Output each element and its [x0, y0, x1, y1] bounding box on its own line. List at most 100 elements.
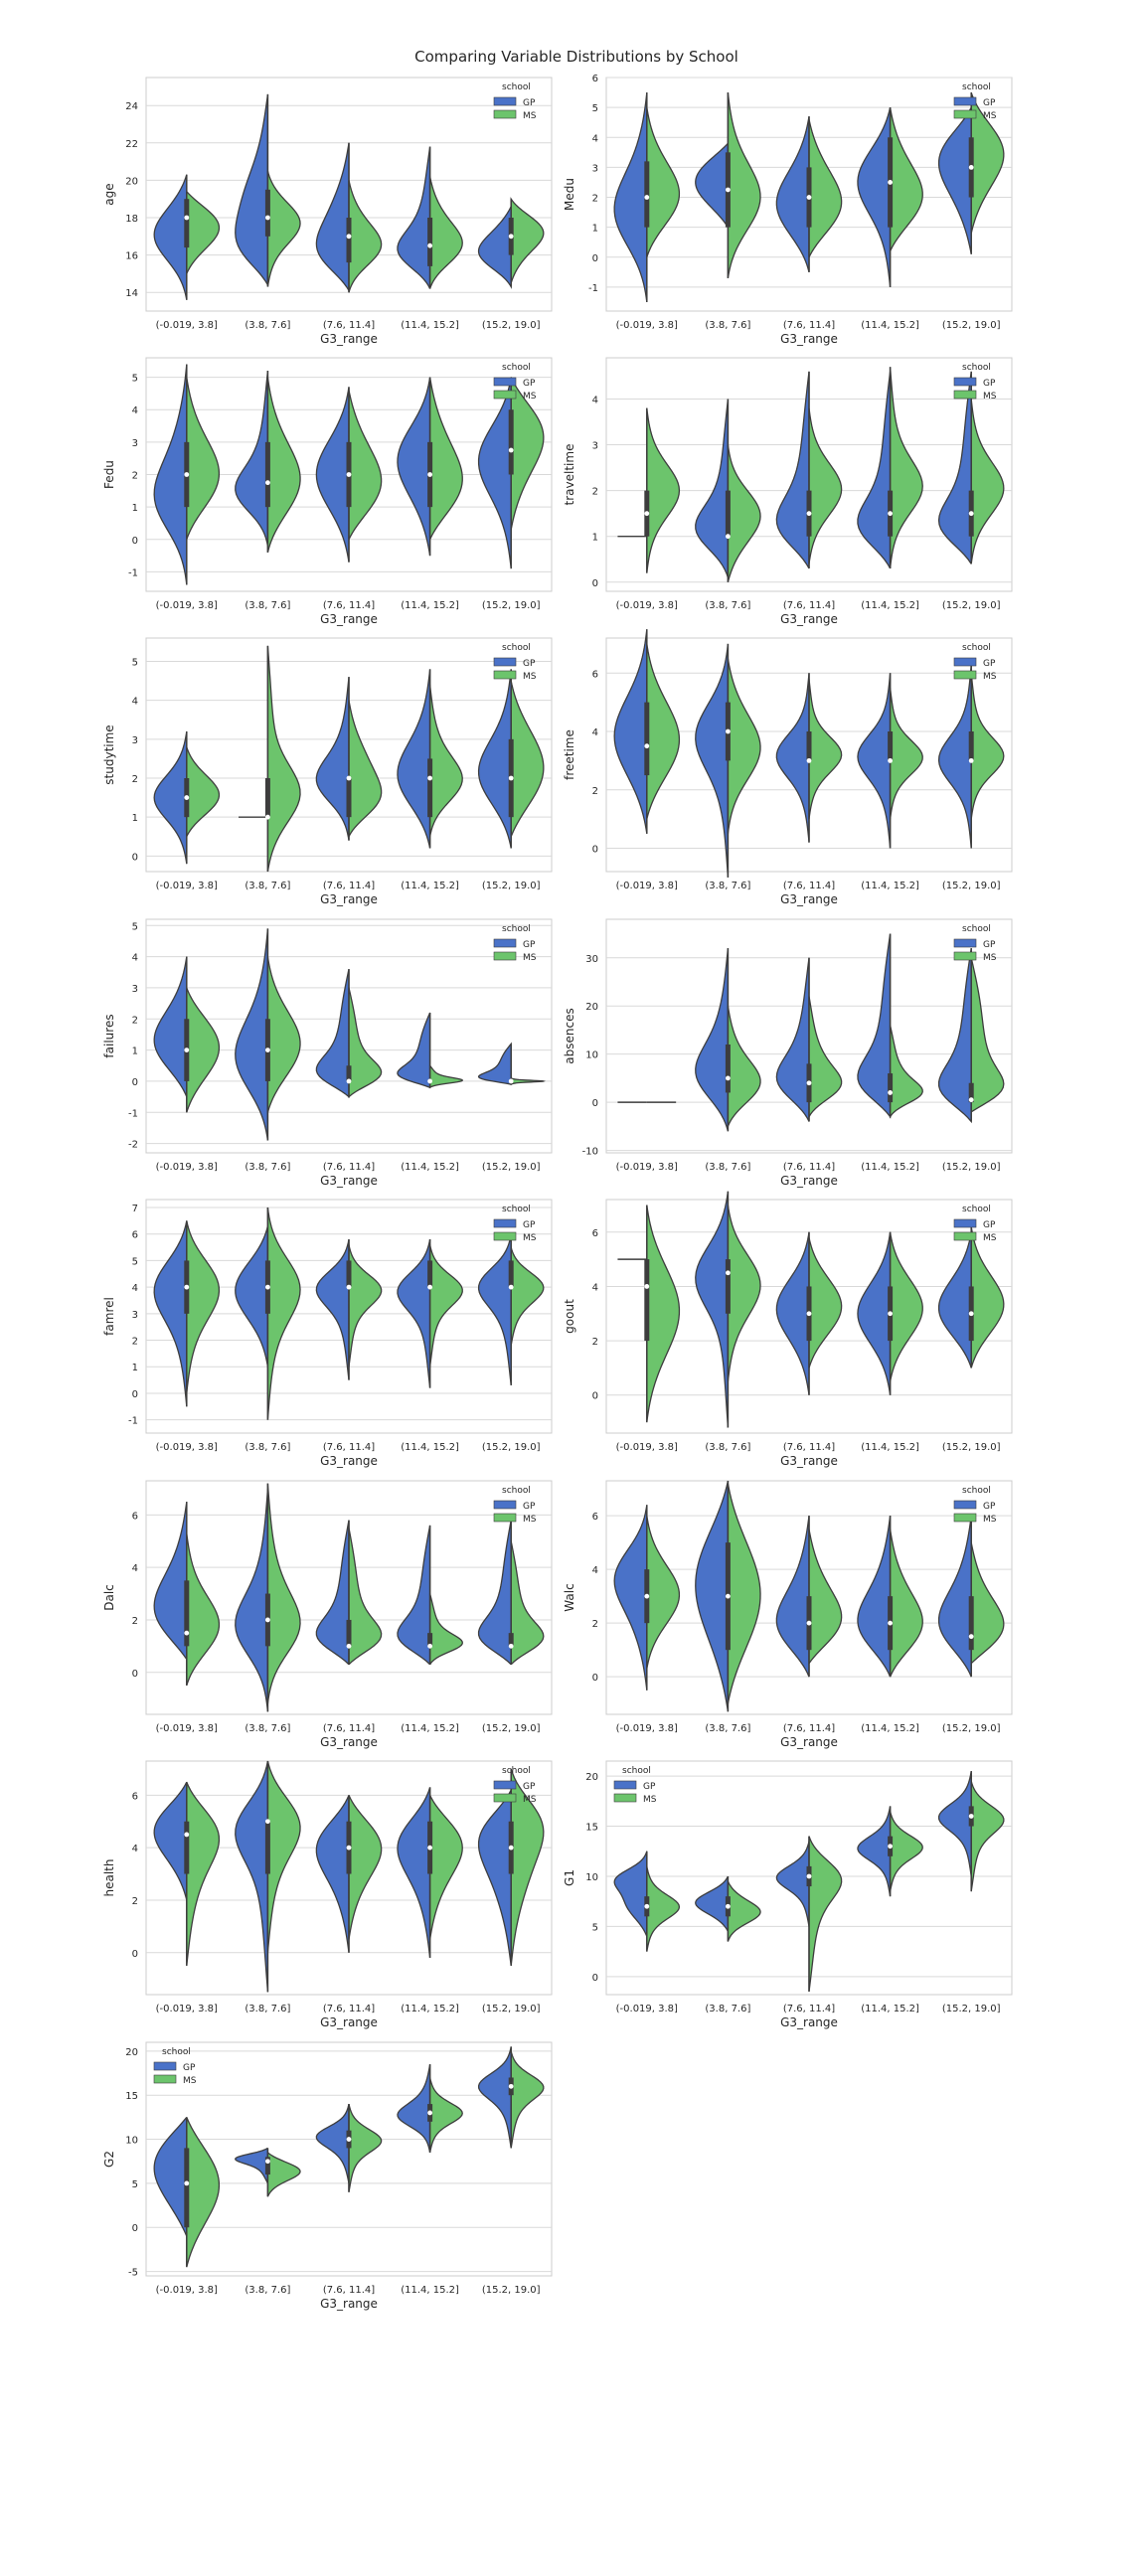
median-marker	[888, 180, 893, 185]
violin-half-gp	[775, 1516, 810, 1678]
x-tick-label: (11.4, 15.2]	[861, 1162, 919, 1173]
violin-half-gp	[857, 933, 892, 1119]
y-tick-label: 20	[125, 2047, 138, 2058]
y-tick-label: 4	[132, 1844, 138, 1854]
legend-title: school	[502, 1205, 531, 1214]
x-tick-label: (11.4, 15.2]	[401, 2285, 459, 2296]
y-axis-label: goout	[563, 1299, 576, 1334]
legend: school GP MS	[953, 643, 997, 682]
y-tick-label: 6	[592, 74, 598, 84]
violin-half-ms	[348, 180, 383, 293]
iqr-box	[968, 1596, 974, 1651]
median-marker	[265, 480, 270, 486]
violin-half-ms	[428, 377, 463, 541]
x-tick-label: (15.2, 19.0]	[482, 1162, 541, 1173]
x-tick-label: (11.4, 15.2]	[401, 881, 459, 891]
legend-title: school	[502, 643, 531, 653]
violin-half-ms	[186, 1781, 221, 1967]
y-tick-label: 20	[585, 1002, 598, 1013]
x-tick-label: (-0.019, 3.8]	[616, 1442, 678, 1453]
y-tick-label: 3	[592, 441, 598, 452]
median-marker	[888, 1844, 893, 1850]
x-tick-label: (7.6, 11.4]	[783, 1723, 835, 1734]
x-tick-label: (15.2, 19.0]	[482, 1723, 541, 1734]
median-marker	[644, 511, 650, 517]
median-marker	[427, 472, 432, 477]
legend: school GP MS	[493, 1766, 537, 1805]
median-marker	[346, 472, 352, 477]
y-tick-label: 4	[132, 953, 138, 964]
violin-half-gp	[315, 1520, 350, 1667]
y-tick-label: 14	[125, 288, 138, 299]
y-tick-label: 0	[592, 253, 598, 264]
legend-entry: GP	[523, 1220, 536, 1230]
median-marker	[968, 164, 974, 170]
violin-half-gp	[937, 106, 972, 254]
iqr-box	[508, 1260, 514, 1288]
median-marker	[726, 1270, 731, 1276]
chart-panel: 0 2 4 6 Walc (-0.019, 3.8] (3.8, 7.6] (7.6, 11.…	[563, 1480, 1013, 1749]
iqr-box	[184, 1821, 190, 1874]
violin-half-gp	[235, 1488, 269, 1712]
x-axis-label: G3_range	[320, 2015, 378, 2029]
x-tick-label: (7.6, 11.4]	[783, 1162, 835, 1173]
chart-panel: 0 2 4 6 freetime (-0.019, 3.8] (3.8, 7.6] (7.6,…	[563, 629, 1013, 906]
legend-title: school	[502, 363, 531, 373]
iqr-box	[184, 2148, 190, 2228]
median-marker	[265, 1284, 270, 1290]
x-tick-label: (-0.019, 3.8]	[156, 2285, 218, 2296]
y-tick-label: 3	[132, 984, 138, 995]
x-tick-label: (3.8, 7.6]	[245, 1723, 290, 1734]
x-axis-label: G3_range	[320, 2297, 378, 2311]
violin-half-ms	[266, 170, 301, 287]
x-tick-label: (11.4, 15.2]	[401, 1723, 459, 1734]
median-marker	[184, 215, 190, 221]
violin-half-ms	[646, 1205, 681, 1423]
violin-half-gp	[397, 1238, 431, 1388]
y-tick-label: 0	[132, 1077, 138, 1088]
chart-panel: 0 2 4 6 goout (-0.019, 3.8] (3.8, 7.6] (7.6, 11…	[563, 1191, 1013, 1468]
legend-swatch	[493, 951, 517, 961]
y-tick-label: 1	[132, 1363, 138, 1373]
violin-half-ms	[266, 377, 301, 553]
legend-swatch	[493, 670, 517, 680]
violin-half-ms	[510, 377, 545, 531]
violin-half-ms	[889, 1231, 923, 1382]
x-tick-label: (3.8, 7.6]	[245, 2285, 290, 2296]
legend-title: school	[502, 924, 531, 934]
x-axis-label: G3_range	[780, 892, 838, 906]
median-marker	[427, 1284, 432, 1290]
y-tick-label: 20	[585, 1772, 598, 1783]
y-axis-label: failures	[102, 1014, 116, 1057]
violin-half-ms	[348, 1244, 383, 1368]
x-tick-label: (3.8, 7.6]	[245, 600, 290, 611]
y-tick-label: -1	[588, 283, 598, 294]
violin-half-gp	[477, 1233, 512, 1385]
legend-swatch	[953, 1231, 977, 1241]
median-marker	[427, 775, 432, 781]
iqr-box	[427, 218, 433, 266]
legend-swatch	[493, 657, 517, 667]
violin-half-gp	[315, 142, 350, 293]
violin-half-gp	[477, 377, 512, 569]
violin-half-ms	[186, 746, 221, 838]
violin-half-gp	[477, 1789, 512, 1967]
iqr-box	[644, 1259, 650, 1342]
violin-half-ms	[186, 189, 221, 274]
y-axis-label: absences	[563, 1008, 576, 1063]
median-marker	[265, 1819, 270, 1825]
median-marker	[184, 1630, 190, 1636]
median-marker	[427, 242, 432, 248]
median-marker	[265, 215, 270, 221]
legend-swatch	[953, 951, 977, 961]
y-tick-label: -1	[128, 1108, 138, 1119]
iqr-box	[264, 2157, 270, 2175]
y-tick-label: 22	[125, 139, 138, 150]
chart-panel: -5 0 5 10 15 20 G2 (-0.019, 3.8] (3.8, 7.6] (7.6,…	[102, 2041, 553, 2311]
median-marker	[427, 2110, 432, 2116]
violin-half-gp	[315, 1238, 350, 1380]
median-marker	[346, 1845, 352, 1851]
median-marker	[508, 775, 514, 781]
iqr-box	[725, 1259, 731, 1314]
legend-swatch	[953, 1500, 977, 1510]
